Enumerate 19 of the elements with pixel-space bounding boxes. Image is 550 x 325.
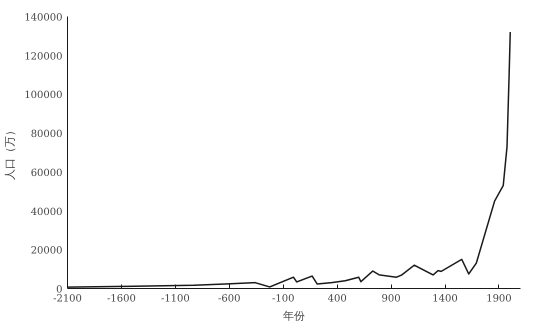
x-tick-label: 400 (328, 294, 347, 304)
y-tick-label: 20000 (30, 246, 62, 257)
y-axis-title: 人口（万） (3, 125, 16, 180)
x-tick-label: -2100 (53, 294, 82, 304)
x-tick-label: 1900 (486, 294, 512, 304)
x-tick-label: -600 (218, 294, 241, 304)
y-tick-label: 120000 (24, 51, 63, 62)
x-tick-label: 1400 (432, 294, 458, 304)
x-tick-label: -1600 (107, 294, 136, 304)
y-tick-label: 140000 (24, 12, 63, 24)
x-axis-title: 年份 (283, 310, 305, 322)
x-tick-label: 900 (382, 294, 401, 304)
y-tick-label: 80000 (30, 129, 62, 140)
y-tick-label: 100000 (24, 90, 63, 102)
y-tick-label: 60000 (30, 168, 62, 179)
y-tick-label: 40000 (30, 206, 62, 218)
x-tick-label: -100 (272, 294, 294, 304)
y-tick-label: 0 (56, 284, 63, 296)
x-tick-label: -1100 (160, 294, 190, 304)
